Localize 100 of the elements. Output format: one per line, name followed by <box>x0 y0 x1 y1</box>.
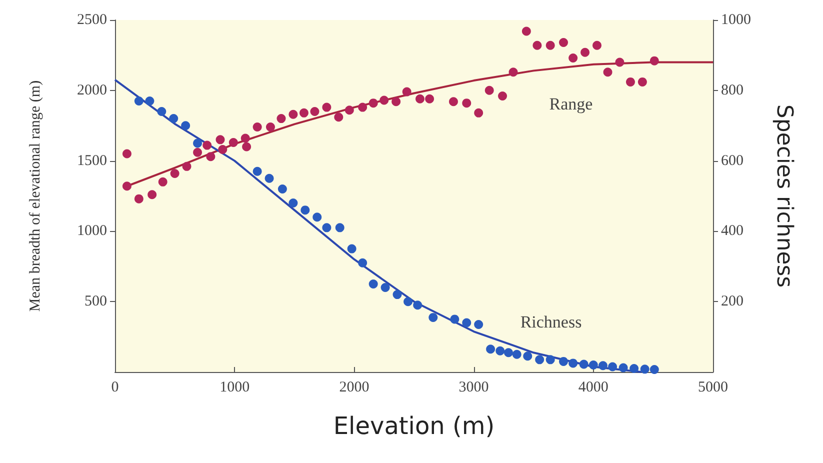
point <box>392 97 401 106</box>
point <box>380 283 390 292</box>
annotation: Range <box>549 94 593 114</box>
point <box>228 138 238 147</box>
point <box>134 96 144 106</box>
point <box>181 121 190 130</box>
point <box>193 148 202 157</box>
y-tick-label: 1000 <box>77 223 107 240</box>
point <box>504 348 513 358</box>
point <box>425 94 434 104</box>
point <box>170 168 180 178</box>
point <box>182 162 192 171</box>
point <box>559 38 568 48</box>
x-tick-label: 1000 <box>220 380 250 396</box>
point <box>638 77 647 86</box>
point <box>608 362 618 372</box>
annotation: Richness <box>520 312 582 332</box>
point <box>559 356 568 366</box>
point <box>402 87 412 96</box>
point <box>640 364 650 374</box>
point <box>335 223 344 232</box>
point <box>484 86 494 95</box>
point <box>615 58 624 67</box>
point <box>568 358 578 368</box>
point <box>474 320 484 329</box>
point <box>428 312 438 322</box>
point <box>496 346 505 356</box>
x-tick-label: 4000 <box>578 380 608 396</box>
point <box>276 114 286 124</box>
point <box>508 68 518 77</box>
point <box>218 145 228 154</box>
point <box>322 102 332 112</box>
point <box>206 152 216 162</box>
point <box>598 361 608 370</box>
point <box>462 318 472 328</box>
point <box>158 177 168 186</box>
y-tick-label: 2000 <box>77 82 107 98</box>
point <box>358 258 368 268</box>
point <box>264 174 274 183</box>
point <box>169 114 178 124</box>
point <box>618 363 628 372</box>
x-axis-title: Elevation (m) <box>333 412 495 440</box>
point <box>404 297 413 306</box>
point <box>266 122 275 132</box>
y-tick-label: 500 <box>84 294 107 310</box>
y2-tick-label: 200 <box>721 294 744 310</box>
point <box>347 244 356 254</box>
point <box>532 40 542 50</box>
point <box>252 166 262 176</box>
point <box>546 40 555 50</box>
point <box>474 108 484 118</box>
x-tick-label: 2000 <box>339 380 370 396</box>
point <box>498 92 508 101</box>
point <box>486 344 496 354</box>
point <box>157 107 166 116</box>
point <box>592 40 602 50</box>
point <box>288 198 298 208</box>
y2-tick-label: 400 <box>721 223 744 240</box>
point <box>512 350 522 359</box>
point <box>193 138 202 148</box>
point <box>344 106 354 115</box>
point <box>546 355 555 364</box>
y2-tick-label: 1000 <box>721 12 751 28</box>
point <box>523 352 532 361</box>
point <box>252 122 262 132</box>
point <box>216 135 225 144</box>
point <box>392 290 402 300</box>
point <box>579 360 588 369</box>
point <box>650 56 659 66</box>
point <box>450 314 460 324</box>
point <box>380 96 389 105</box>
point <box>626 77 635 86</box>
point <box>122 149 132 158</box>
x-tick-label: 5000 <box>698 380 728 396</box>
point <box>334 112 344 122</box>
point <box>242 142 252 152</box>
point <box>415 94 424 104</box>
point <box>462 98 472 108</box>
point <box>312 212 322 222</box>
point <box>278 184 287 194</box>
point <box>413 300 422 310</box>
point <box>202 140 212 150</box>
point <box>630 364 639 373</box>
y2-tick-label: 800 <box>721 82 744 98</box>
y2-tick-label: 600 <box>721 152 744 169</box>
point <box>240 134 250 143</box>
point <box>322 223 332 232</box>
point <box>535 355 544 364</box>
point <box>310 107 320 116</box>
point <box>299 108 308 118</box>
point <box>148 190 157 200</box>
point <box>368 98 378 108</box>
point <box>580 48 590 57</box>
point <box>588 360 598 370</box>
point <box>122 182 132 191</box>
point <box>368 280 378 288</box>
point <box>650 365 659 374</box>
point <box>522 26 531 36</box>
x-tick-label: 0 <box>111 380 119 396</box>
point <box>603 68 612 77</box>
